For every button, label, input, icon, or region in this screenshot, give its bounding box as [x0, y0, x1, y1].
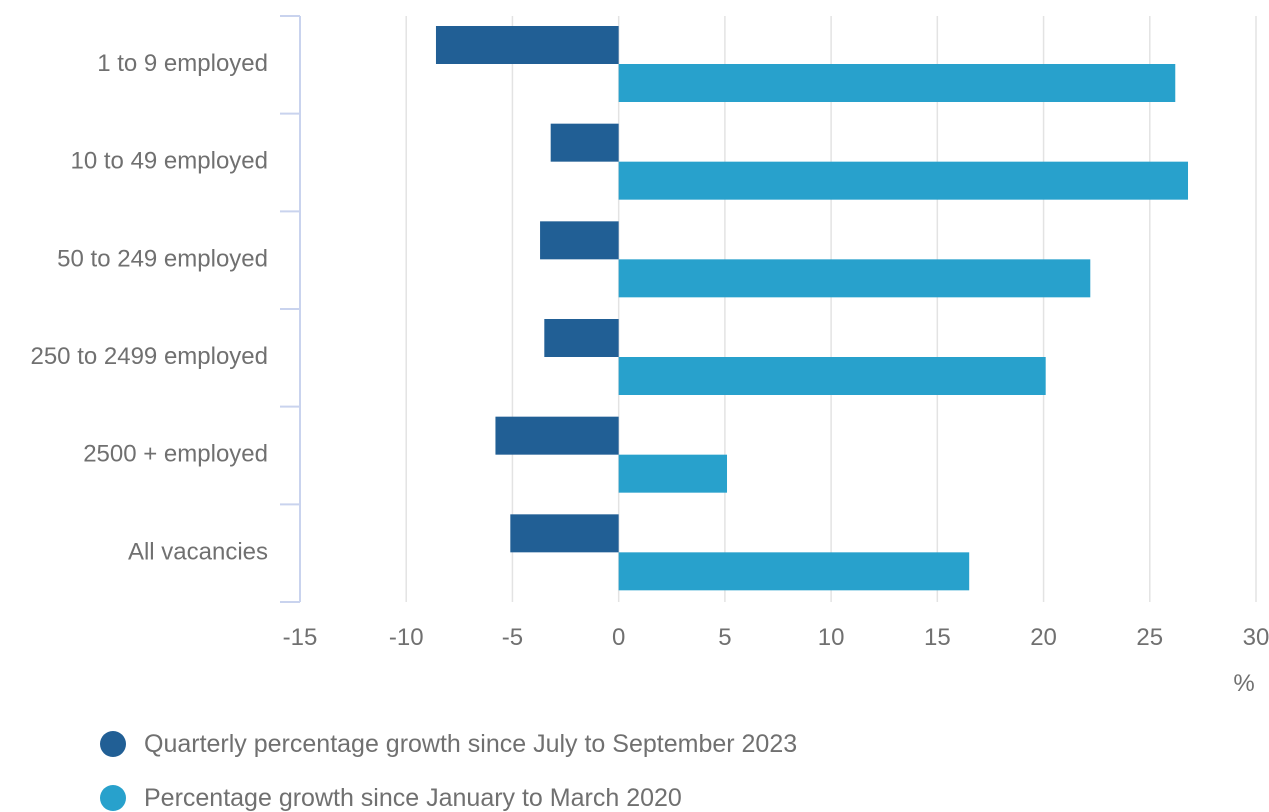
legend: Quarterly percentage growth since July t…: [100, 724, 797, 812]
x-tick-label: 30: [1243, 624, 1269, 651]
legend-label-since-2020: Percentage growth since January to March…: [144, 784, 682, 812]
bar-quarterly: [435, 26, 619, 64]
category-label: 1 to 9 employed: [97, 50, 268, 77]
bar-since-2020: [618, 161, 1189, 200]
x-tick-label: 25: [1136, 624, 1163, 651]
bar-quarterly: [495, 416, 619, 455]
bar-since-2020: [618, 64, 1176, 102]
category-labels: 1 to 9 employed 10 to 49 employed 50 to 24…: [30, 50, 268, 565]
legend-swatch-since-2020: [100, 785, 126, 811]
category-label: 10 to 49 employed: [71, 148, 268, 175]
legend-swatch-quarterly: [100, 731, 126, 757]
category-label: 250 to 2499 employed: [30, 343, 268, 370]
gridlines: [405, 16, 1257, 602]
x-tick-label: -15: [283, 624, 318, 651]
legend-label-quarterly: Quarterly percentage growth since July t…: [144, 730, 798, 758]
x-tick-label: 20: [1030, 624, 1057, 651]
x-tick-labels: -15 -10 -5 0 5 10 15 20 25 30: [283, 624, 1269, 651]
legend-item-since-2020: Percentage growth since January to March…: [100, 778, 797, 812]
bar-since-2020: [618, 552, 970, 591]
x-tick-label: 0: [612, 624, 625, 651]
category-axis: [280, 15, 301, 603]
bar-since-2020: [618, 357, 1046, 395]
bar-since-2020: [618, 259, 1091, 298]
x-tick-label: -5: [502, 624, 523, 651]
category-label: 50 to 249 employed: [57, 245, 268, 272]
x-axis-unit-label: %: [1233, 670, 1254, 697]
bar-quarterly: [544, 319, 619, 357]
bar-quarterly: [550, 123, 619, 162]
x-tick-label: 15: [924, 624, 951, 651]
legend-item-quarterly: Quarterly percentage growth since July t…: [100, 724, 797, 764]
bar-quarterly: [510, 514, 619, 553]
bars: [435, 26, 1189, 591]
x-tick-label: 5: [718, 624, 731, 651]
category-label: 2500 + employed: [83, 441, 268, 468]
bar-since-2020: [618, 454, 728, 493]
x-tick-label: -10: [389, 624, 424, 651]
x-tick-label: 10: [818, 624, 845, 651]
bar-quarterly: [540, 221, 619, 260]
category-label: All vacancies: [128, 538, 268, 565]
